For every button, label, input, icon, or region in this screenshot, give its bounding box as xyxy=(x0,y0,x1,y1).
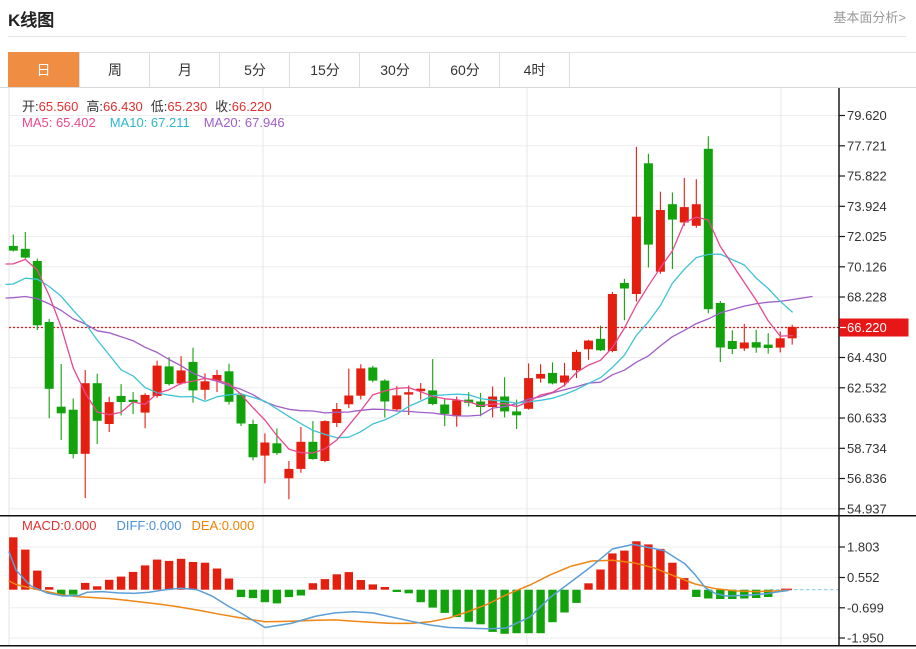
svg-text:64.430: 64.430 xyxy=(847,350,887,365)
svg-text:62.532: 62.532 xyxy=(847,380,887,395)
svg-text:73.924: 73.924 xyxy=(847,199,887,214)
svg-text:66.220: 66.220 xyxy=(847,320,887,335)
svg-text:75.822: 75.822 xyxy=(847,169,887,184)
svg-text:0.552: 0.552 xyxy=(847,570,880,585)
svg-text:1.803: 1.803 xyxy=(847,540,880,555)
svg-text:77.721: 77.721 xyxy=(847,138,887,153)
svg-text:54.937: 54.937 xyxy=(847,501,887,516)
svg-text:70.126: 70.126 xyxy=(847,259,887,274)
svg-text:79.620: 79.620 xyxy=(847,108,887,123)
svg-text:60.633: 60.633 xyxy=(847,411,887,426)
svg-text:68.228: 68.228 xyxy=(847,290,887,305)
svg-text:-1.950: -1.950 xyxy=(847,631,884,646)
svg-text:56.836: 56.836 xyxy=(847,471,887,486)
svg-text:58.734: 58.734 xyxy=(847,441,887,456)
svg-text:-0.699: -0.699 xyxy=(847,600,884,615)
svg-text:72.025: 72.025 xyxy=(847,229,887,244)
